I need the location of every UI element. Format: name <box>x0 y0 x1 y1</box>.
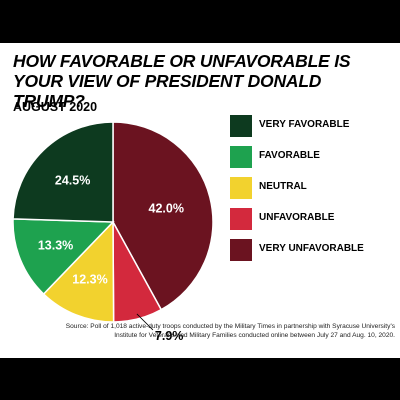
pie-slice-very-unfavorable <box>112 121 214 311</box>
legend-label: NEUTRAL <box>259 181 307 192</box>
data-label-favorable: 13.3% <box>38 238 73 252</box>
leader-line-unfavorable <box>136 313 154 331</box>
pie-labels: 42.0% 7.9% 12.3% 13.3% 24.5% <box>38 173 184 343</box>
chart-subtitle: AUGUST 2020 <box>13 100 98 114</box>
legend-item-favorable: FAVORABLE <box>230 146 400 168</box>
data-label-neutral: 12.3% <box>72 273 107 287</box>
pie-slice-favorable <box>12 218 115 296</box>
data-label-very-unfavorable: 42.0% <box>149 201 184 215</box>
legend-label: VERY FAVORABLE <box>259 119 350 130</box>
legend-swatch <box>230 208 252 230</box>
legend-item-very-favorable: VERY FAVORABLE <box>230 115 400 137</box>
pie-slices <box>12 121 214 323</box>
legend-item-very-unfavorable: VERY UNFAVORABLE <box>230 239 400 261</box>
pie-chart: 42.0% 7.9% 12.3% 13.3% 24.5% <box>12 121 214 343</box>
legend-swatch <box>230 146 252 168</box>
legend-swatch <box>230 177 252 199</box>
pie-slice-very-favorable <box>12 121 114 223</box>
chart-card: HOW FAVORABLE OR UNFAVORABLE IS YOUR VIE… <box>0 43 400 358</box>
data-label-very-favorable: 24.5% <box>55 173 90 187</box>
pie-slice-neutral <box>42 220 115 323</box>
data-label-unfavorable: 7.9% <box>155 329 184 343</box>
source-note: Source: Poll of 1,018 active-duty troops… <box>65 323 395 339</box>
legend-label: UNFAVORABLE <box>259 212 335 223</box>
legend-swatch <box>230 239 252 261</box>
chart-title: HOW FAVORABLE OR UNFAVORABLE IS YOUR VIE… <box>13 51 351 111</box>
legend-label: VERY UNFAVORABLE <box>259 243 364 254</box>
legend-label: FAVORABLE <box>259 150 320 161</box>
legend-swatch <box>230 115 252 137</box>
legend-item-unfavorable: UNFAVORABLE <box>230 208 400 230</box>
legend-item-neutral: NEUTRAL <box>230 177 400 199</box>
